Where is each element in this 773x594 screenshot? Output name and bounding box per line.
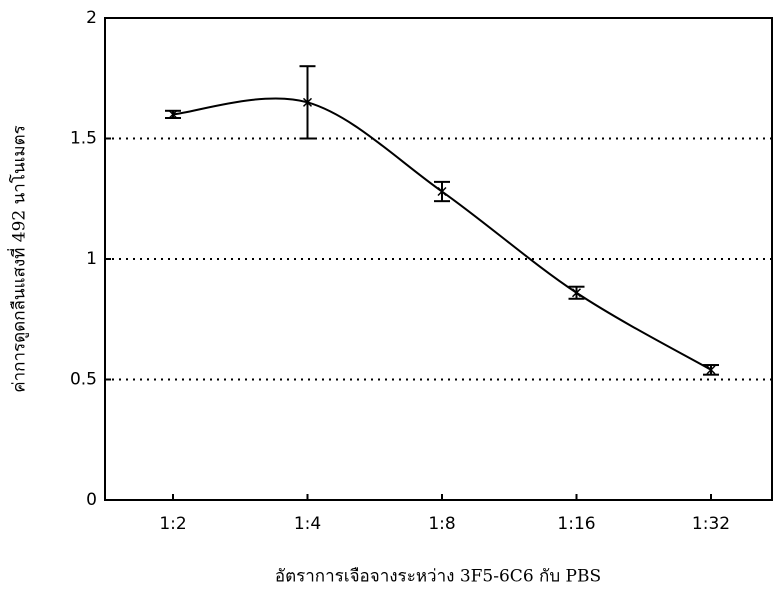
plot-frame: [104, 17, 773, 501]
marker: [706, 365, 716, 375]
x-axis-title: อัตราการเจือจางระหว่าง 3F5-6C6 กับ PBS: [275, 567, 601, 587]
marker: [571, 288, 582, 298]
x-tick-label: 1:8: [428, 514, 455, 534]
marker: [437, 186, 447, 197]
x-tick-label: 1:16: [557, 514, 595, 534]
x-tick-label: 1:4: [294, 514, 321, 534]
y-tick-label: 1: [86, 249, 97, 269]
y-tick-label: 2: [86, 8, 97, 28]
x-tick-label: 1:2: [159, 514, 186, 534]
y-tick-label: 0.5: [70, 370, 97, 390]
y-tick-label: 1.5: [70, 129, 97, 149]
marker: [168, 109, 178, 119]
marker: [302, 97, 313, 107]
y-axis-title: ค่าการดูดกลืนแสงที่ 492 นาโนเมตร: [7, 125, 30, 393]
x-tick-label: 1:32: [692, 514, 730, 534]
y-tick-label: 0: [86, 490, 97, 510]
